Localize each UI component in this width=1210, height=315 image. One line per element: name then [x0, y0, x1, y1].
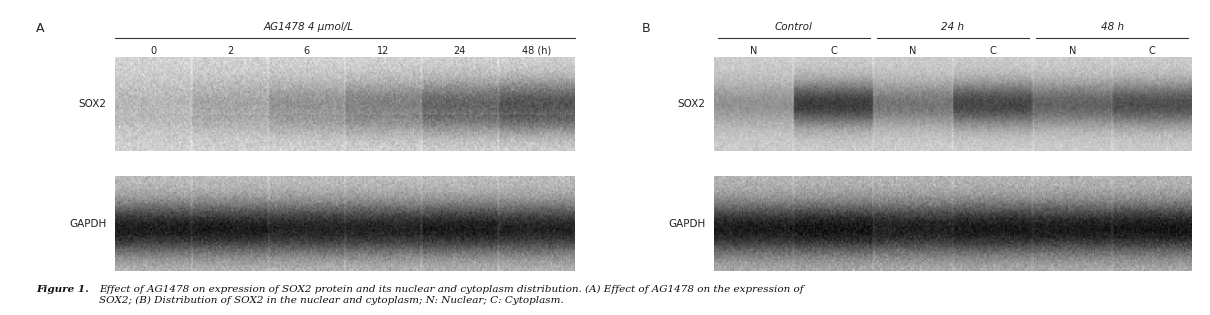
- Text: N: N: [1068, 46, 1076, 56]
- Text: C: C: [830, 46, 837, 56]
- Text: C: C: [990, 46, 996, 56]
- Text: 24: 24: [454, 46, 466, 56]
- Text: GAPDH: GAPDH: [69, 219, 106, 229]
- Text: 24 h: 24 h: [941, 22, 964, 32]
- Text: Effect of AG1478 on expression of SOX2 protein and its nuclear and cytoplasm dis: Effect of AG1478 on expression of SOX2 p…: [99, 285, 803, 305]
- Text: 0: 0: [150, 46, 156, 56]
- Text: AG1478 4 μmol/L: AG1478 4 μmol/L: [264, 22, 353, 32]
- Text: Control: Control: [774, 22, 812, 32]
- Text: 48 (h): 48 (h): [522, 46, 551, 56]
- Text: N: N: [910, 46, 917, 56]
- Text: Figure 1.: Figure 1.: [36, 285, 90, 294]
- Text: 2: 2: [226, 46, 234, 56]
- Text: SOX2: SOX2: [79, 99, 106, 109]
- Text: 48 h: 48 h: [1101, 22, 1124, 32]
- Text: SOX2: SOX2: [678, 99, 705, 109]
- Text: A: A: [36, 22, 45, 35]
- Text: C: C: [1148, 46, 1156, 56]
- Text: N: N: [750, 46, 757, 56]
- Text: B: B: [641, 22, 650, 35]
- Text: 12: 12: [378, 46, 390, 56]
- Text: 6: 6: [304, 46, 310, 56]
- Text: GAPDH: GAPDH: [668, 219, 705, 229]
